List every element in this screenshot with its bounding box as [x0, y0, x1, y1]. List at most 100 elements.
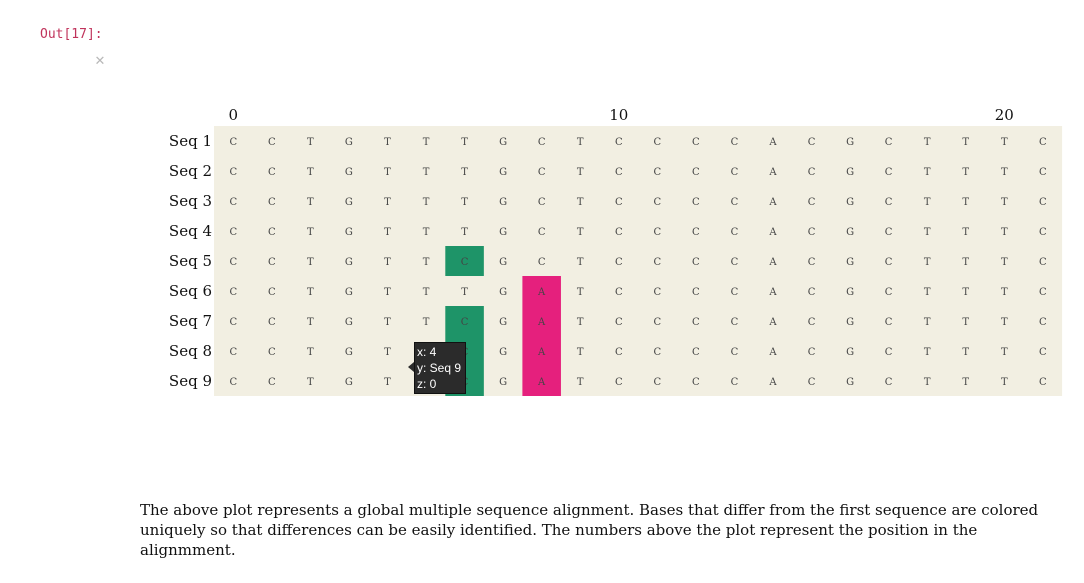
base-label: T: [307, 347, 314, 358]
base-label: C: [808, 347, 816, 358]
base-label: C: [229, 347, 237, 358]
base-label: C: [808, 137, 816, 148]
base-label: A: [768, 137, 777, 148]
base-label: T: [384, 137, 391, 148]
base-label: A: [768, 257, 777, 268]
base-label: T: [577, 137, 584, 148]
base-label: A: [768, 197, 777, 208]
base-label: C: [692, 347, 700, 358]
variant-cell[interactable]: [522, 306, 561, 336]
variant-cell[interactable]: [445, 306, 484, 336]
base-label: T: [1001, 167, 1008, 178]
base-label: C: [1039, 347, 1047, 358]
base-label: T: [924, 257, 931, 268]
base-label: C: [615, 227, 623, 238]
base-label: C: [615, 257, 623, 268]
base-label: T: [384, 317, 391, 328]
base-label: T: [1001, 287, 1008, 298]
tooltip-x: x: 4: [417, 345, 437, 359]
base-label: T: [924, 167, 931, 178]
base-label: C: [229, 287, 237, 298]
base-label: T: [924, 227, 931, 238]
base-label: T: [461, 167, 468, 178]
base-label: C: [731, 197, 739, 208]
base-label: C: [461, 257, 469, 268]
y-tick-label: Seq 6: [169, 282, 212, 300]
base-label: T: [384, 227, 391, 238]
base-label: C: [1039, 227, 1047, 238]
plot-caption: The above plot represents a global multi…: [140, 501, 1039, 559]
variant-cell[interactable]: [522, 276, 561, 306]
base-label: A: [537, 377, 546, 388]
base-label: C: [653, 377, 661, 388]
base-label: T: [307, 257, 314, 268]
base-label: C: [885, 347, 893, 358]
base-label: A: [537, 317, 546, 328]
base-label: C: [653, 317, 661, 328]
base-label: C: [885, 167, 893, 178]
base-label: G: [499, 377, 507, 388]
base-label: G: [345, 227, 353, 238]
base-label: T: [307, 287, 314, 298]
variant-cell[interactable]: [522, 366, 561, 396]
variant-cell[interactable]: [445, 246, 484, 276]
base-label: C: [1039, 137, 1047, 148]
base-label: C: [653, 287, 661, 298]
variant-cell[interactable]: [522, 336, 561, 366]
base-label: C: [615, 347, 623, 358]
base-label: C: [615, 197, 623, 208]
base-label: C: [885, 137, 893, 148]
base-label: T: [924, 377, 931, 388]
base-label: C: [731, 377, 739, 388]
base-label: G: [499, 257, 507, 268]
base-label: C: [615, 377, 623, 388]
close-x-icon[interactable]: ✕: [94, 54, 106, 69]
base-label: G: [345, 197, 353, 208]
output-prompt: Out[17]:: [40, 27, 103, 42]
base-label: G: [345, 347, 353, 358]
base-label: G: [499, 137, 507, 148]
base-label: C: [731, 257, 739, 268]
base-label: C: [731, 347, 739, 358]
base-label: A: [768, 317, 777, 328]
base-label: T: [384, 167, 391, 178]
x-tick-label: 10: [609, 106, 628, 124]
base-label: C: [229, 317, 237, 328]
base-label: G: [846, 167, 854, 178]
x-tick-label: 0: [229, 106, 239, 124]
base-label: G: [345, 137, 353, 148]
base-label: C: [885, 317, 893, 328]
base-label: T: [423, 227, 430, 238]
base-label: T: [461, 227, 468, 238]
base-label: C: [692, 377, 700, 388]
base-label: T: [423, 167, 430, 178]
base-label: C: [731, 317, 739, 328]
base-label: T: [307, 197, 314, 208]
base-label: C: [268, 197, 276, 208]
base-label: A: [768, 227, 777, 238]
base-label: C: [731, 137, 739, 148]
base-label: G: [846, 317, 854, 328]
base-label: C: [538, 257, 546, 268]
base-label: T: [1001, 377, 1008, 388]
base-label: A: [537, 287, 546, 298]
base-label: T: [577, 377, 584, 388]
base-label: C: [461, 317, 469, 328]
base-label: C: [268, 377, 276, 388]
alignment-heatmap: 0 10 20 Seq 1 Seq 2 Seq 3 Seq 4 Seq 5 Seq 6 Seq …: [169, 106, 1063, 396]
base-label: C: [692, 317, 700, 328]
base-label: G: [499, 197, 507, 208]
base-label: T: [962, 317, 969, 328]
base-label: G: [345, 287, 353, 298]
base-label: C: [885, 227, 893, 238]
base-label: T: [384, 197, 391, 208]
base-label: T: [423, 287, 430, 298]
base-label: C: [808, 257, 816, 268]
base-label: T: [924, 287, 931, 298]
base-label: T: [1001, 317, 1008, 328]
base-label: T: [962, 137, 969, 148]
base-label: C: [653, 347, 661, 358]
base-label: C: [692, 167, 700, 178]
base-label: T: [1001, 137, 1008, 148]
base-label: T: [423, 257, 430, 268]
